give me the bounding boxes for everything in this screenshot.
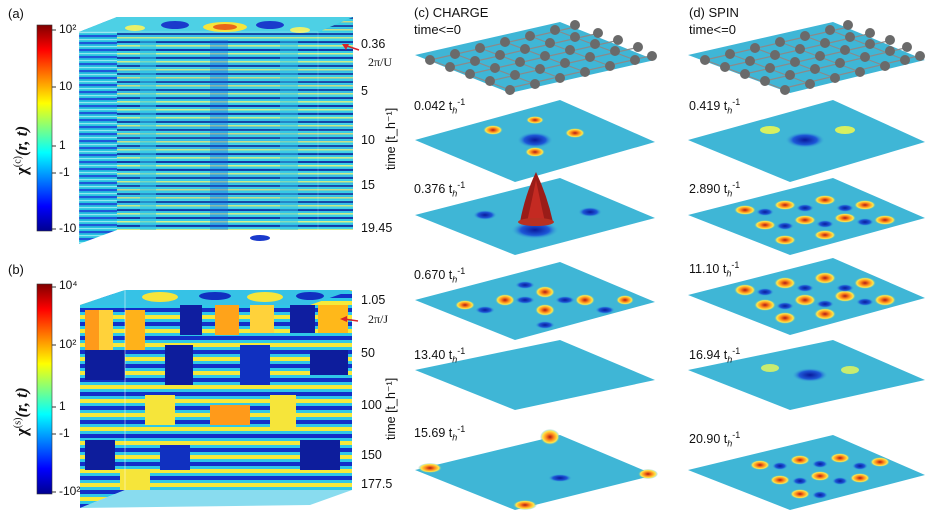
panel-c-surface-5 [415,429,658,510]
panel-c-surface-4 [415,340,655,410]
panel-d-snapshot-5: 20.90 th-1 [689,430,741,449]
panel-a-time-tick-5: 19.45 [361,221,393,235]
panel-c-heading: (c) CHARGE [414,5,488,20]
panel-b-time-tick-5: 177.5 [361,477,393,491]
panel-a-label: (a) [8,6,24,21]
panel-c-snapshot-1: 0.042 th-1 [414,97,466,116]
panel-b-time-tick-4: 150 [361,448,382,462]
panel-a-time-tick-2: 5 [361,84,368,98]
panel-d-initial: time<=0 [689,22,736,37]
panel-b-colorbar [36,283,56,495]
panel-d-surface-4 [688,340,925,410]
panel-d-snapshot-1: 0.419 th-1 [689,97,741,116]
panel-d-surface-5 [688,435,925,510]
panel-d-snapshot-2: 2.890 th-1 [689,180,741,199]
panel-a-time-tick-3: 10 [361,133,375,147]
panel-c-surface-1 [415,100,655,182]
panel-d-surface-2 [688,178,925,255]
panel-c-snapshot-3: 0.670 th-1 [414,266,466,285]
panel-c-snapshot-4: 13.40 th-1 [414,346,466,365]
panel-d-snapshot-4: 16.94 th-1 [689,346,741,365]
panel-b-cbar-tick-3: 1 [59,399,66,413]
panel-b-marker-arrowhead [340,316,347,322]
panel-c-surface-2 [415,172,655,255]
panel-a-cbar-tick-3: 1 [59,138,66,152]
panel-a-time-tick-4: 15 [361,178,375,192]
panel-a-cbar-tick-2: 10 [59,79,73,93]
panel-b-cbar-tick-5: -10² [59,484,81,498]
panel-b-label: (b) [8,262,24,277]
panel-d-title: SPIN [708,5,739,20]
panel-b-cbar-tick-4: -1 [59,426,70,440]
panel-c-title: CHARGE [432,5,489,20]
panel-c-surface-3 [415,262,655,340]
panel-d-heading: (d) SPIN [689,5,739,20]
panel-c-initial: time<=0 [414,22,461,37]
panel-a-time-axis-label: time [t_h⁻¹] [384,107,398,170]
panel-b-cube [80,290,352,508]
panel-d-surface-3 [688,258,925,335]
panel-b-time-tick-2: 50 [361,346,375,360]
panel-c-snapshot-5: 15.69 th-1 [414,424,466,443]
panel-b-marker-label: 2π/J [368,312,389,326]
panel-a-cbar-tick-5: -10 [59,221,77,235]
panel-b-time-tick-3: 100 [361,398,382,412]
panel-d-lattice [688,20,925,95]
panel-b-cbar-tick-2: 10² [59,337,77,351]
panel-a-marker-label: 2π/U [368,55,393,69]
panel-a-time-tick-1: 0.36 [361,37,386,51]
panel-a-cbar-tick-4: -1 [59,165,70,179]
panel-a-colorbar [36,24,56,232]
panel-c-lattice [415,20,657,95]
panel-a-cbar-tick-1: 10² [59,22,77,36]
panel-d-surface-1 [688,100,925,182]
panel-b-time-axis-label: time [t_h⁻¹] [384,377,398,440]
panel-c-label: (c) [414,5,430,20]
panel-a-ylabel: χ(c)(r, t) [12,125,31,175]
panel-d-snapshot-3: 11.10 th-1 [689,260,740,279]
panel-b-ylabel: χ(s)(r, t) [12,387,31,436]
panel-d-label: (d) [689,5,705,20]
panel-a-cube [78,17,353,246]
panel-b-cbar-tick-1: 10⁴ [59,278,78,292]
panel-c-snapshot-2: 0.376 th-1 [414,180,466,199]
panel-b-time-tick-1: 1.05 [361,293,386,307]
panel-a-marker-arrowhead [342,44,349,50]
